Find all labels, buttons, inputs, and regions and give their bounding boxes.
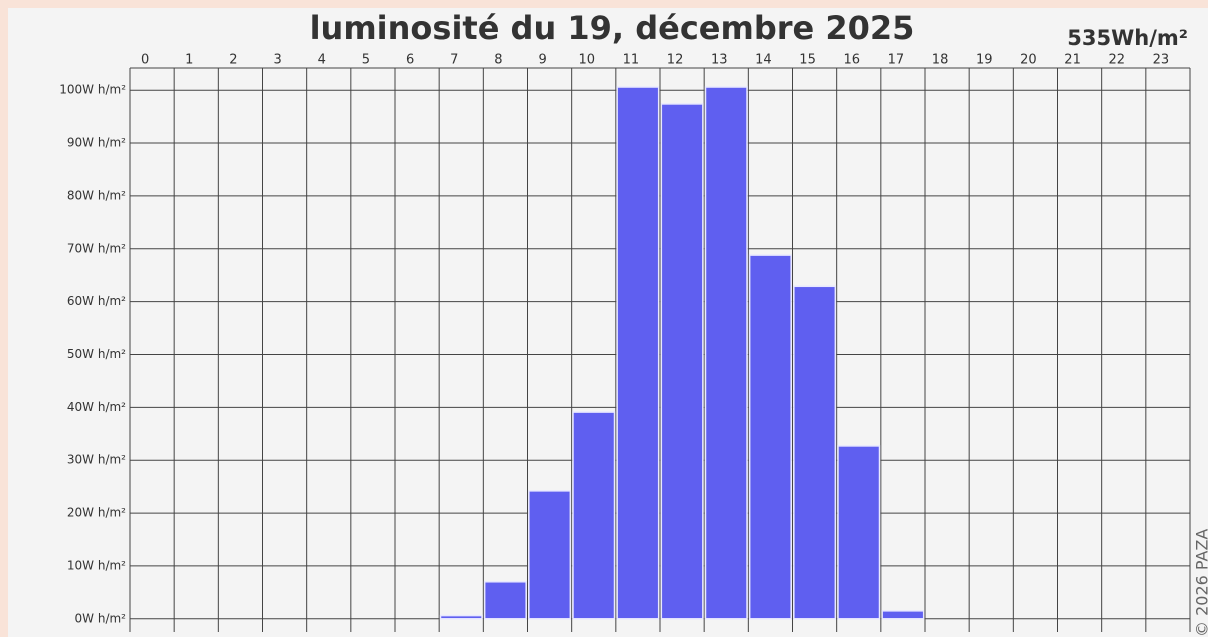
- chart-title: luminosité du 19, décembre 2025: [310, 9, 915, 47]
- y-tick-label: 70W h/m²: [67, 241, 126, 255]
- bar: [793, 285, 837, 620]
- x-tick-label: 15: [799, 53, 816, 68]
- x-tick-label: 17: [888, 53, 905, 68]
- x-tick-label: 20: [1020, 53, 1037, 68]
- x-tick-label: 8: [494, 53, 502, 68]
- x-tick-label: 13: [711, 53, 728, 68]
- y-tick-label: 50W h/m²: [67, 347, 126, 361]
- x-tick-label: 12: [667, 53, 684, 68]
- x-tick-label: 3: [273, 53, 281, 68]
- bar: [881, 610, 925, 620]
- total: 535Wh/m²: [1067, 26, 1188, 50]
- x-tick-label: 9: [538, 53, 546, 68]
- x-tick-label: 21: [1064, 53, 1081, 68]
- bar: [439, 614, 483, 620]
- x-tick-label: 18: [932, 53, 949, 68]
- x-tick-label: 4: [318, 53, 326, 68]
- bar: [748, 254, 792, 620]
- x-tick-label: 2: [229, 53, 237, 68]
- y-tick-label: 30W h/m²: [67, 453, 126, 467]
- x-tick-label: 19: [976, 53, 993, 68]
- y-tick-label: 60W h/m²: [67, 294, 126, 308]
- y-tick-label: 20W h/m²: [67, 506, 126, 520]
- bar: [572, 411, 616, 620]
- y-tick-label: 40W h/m²: [67, 400, 126, 414]
- bar: [483, 581, 527, 620]
- x-tick-label: 14: [755, 53, 772, 68]
- x-tick-label: 6: [406, 53, 414, 68]
- x-tick-label: 10: [578, 53, 595, 68]
- x-tick-label: 23: [1153, 53, 1170, 68]
- bar: [837, 445, 881, 620]
- x-tick-label: 22: [1108, 53, 1125, 68]
- x-tick-label: 1: [185, 53, 193, 68]
- x-tick-label: 11: [623, 53, 640, 68]
- x-tick-label: 16: [843, 53, 860, 68]
- bar: [704, 86, 748, 620]
- y-tick-label: 0W h/m²: [75, 611, 127, 625]
- bar: [616, 86, 660, 620]
- y-tick-label: 10W h/m²: [67, 558, 126, 572]
- x-tick-label: 7: [450, 53, 458, 68]
- y-tick-label: 90W h/m²: [67, 136, 126, 150]
- bar: [660, 103, 704, 620]
- x-tick-label: 0: [141, 53, 149, 68]
- y-tick-label: 100W h/m²: [59, 83, 126, 97]
- y-tick-label: 80W h/m²: [67, 188, 126, 202]
- bar: [528, 490, 572, 620]
- copyright: © 2026 PAZA: [1193, 529, 1208, 637]
- x-tick-label: 5: [362, 53, 370, 68]
